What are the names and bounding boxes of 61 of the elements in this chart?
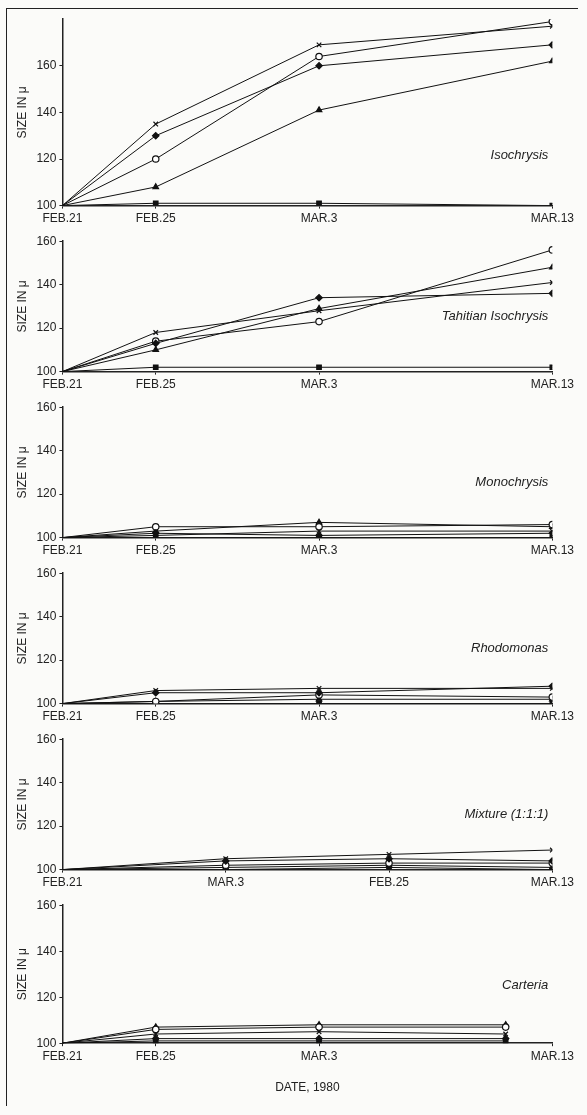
x-tick-label: FEB.25: [369, 875, 410, 890]
y-tick-label: 100: [36, 529, 57, 544]
x-tick-label: MAR.3: [300, 1048, 338, 1063]
y-tick-label: 100: [36, 363, 57, 378]
y-axis-title: SIZE IN μ: [14, 947, 29, 1001]
x-tick-label: MAR.3: [207, 875, 245, 890]
x-tick-label: MAR.13: [530, 211, 575, 226]
x-tick-label: FEB.25: [135, 211, 177, 226]
y-tick-label: 120: [36, 989, 57, 1004]
y-tick-label: 120: [36, 486, 57, 501]
x-tick-label: MAR.3: [300, 377, 338, 392]
x-tick-label: MAR.13: [530, 1048, 575, 1063]
y-tick-label: 140: [36, 276, 57, 291]
text: Tahitian Isochrysis: [441, 308, 549, 324]
text: Carteria: [502, 976, 549, 992]
x-tick-label: FEB.21: [42, 1048, 83, 1063]
text: Isochrysis: [490, 146, 549, 162]
x-tick-label: MAR.3: [300, 211, 338, 226]
x-axis-title: DATE, 1980: [275, 1080, 340, 1095]
x-tick-label: FEB.25: [135, 377, 177, 392]
x-tick-label: FEB.21: [42, 211, 83, 226]
x-tick-label: MAR.13: [530, 543, 575, 558]
y-tick-label: 140: [36, 774, 57, 789]
x-tick-label: MAR.3: [300, 709, 338, 724]
text: Rhodomonas: [471, 640, 549, 656]
x-tick-label: MAR.13: [530, 377, 575, 392]
x-tick-label: FEB.21: [42, 377, 83, 392]
y-tick-label: 140: [36, 608, 57, 623]
y-tick-label: 120: [36, 320, 57, 335]
x-tick-label: FEB.25: [135, 709, 177, 724]
text: Mixture (1:1:1): [464, 806, 549, 822]
text: Monochrysis: [475, 474, 549, 490]
y-tick-label: 160: [36, 233, 57, 248]
y-axis-title: SIZE IN μ: [14, 280, 29, 333]
x-tick-label: MAR.13: [530, 875, 575, 890]
y-tick-label: 140: [36, 442, 57, 457]
y-tick-label: 160: [36, 58, 57, 73]
y-tick-label: 160: [36, 731, 57, 746]
y-axis-title: SIZE IN μ: [14, 612, 29, 665]
y-axis-title: SIZE IN μ: [14, 86, 29, 139]
x-tick-label: FEB.21: [42, 709, 83, 724]
y-axis-title: SIZE IN μ: [14, 778, 29, 831]
y-tick-label: 160: [36, 565, 57, 580]
y-tick-label: 100: [36, 695, 57, 710]
y-tick-label: 160: [36, 399, 57, 414]
x-tick-label: FEB.25: [135, 543, 177, 558]
x-tick-label: FEB.25: [135, 1048, 177, 1063]
y-axis-title: SIZE IN μ: [14, 446, 29, 499]
y-tick-label: 160: [36, 897, 57, 912]
x-tick-label: FEB.21: [42, 543, 83, 558]
y-tick-label: 100: [36, 1035, 57, 1050]
x-tick-label: FEB.21: [42, 875, 83, 890]
x-tick-label: MAR.3: [300, 543, 338, 558]
y-tick-label: 120: [36, 151, 57, 166]
y-tick-label: 120: [36, 652, 57, 667]
y-tick-label: 140: [36, 943, 57, 958]
y-tick-label: 120: [36, 818, 57, 833]
x-tick-label: MAR.13: [530, 709, 575, 724]
y-tick-label: 100: [36, 861, 57, 876]
y-tick-label: 140: [36, 104, 57, 119]
y-tick-label: 100: [36, 197, 57, 212]
